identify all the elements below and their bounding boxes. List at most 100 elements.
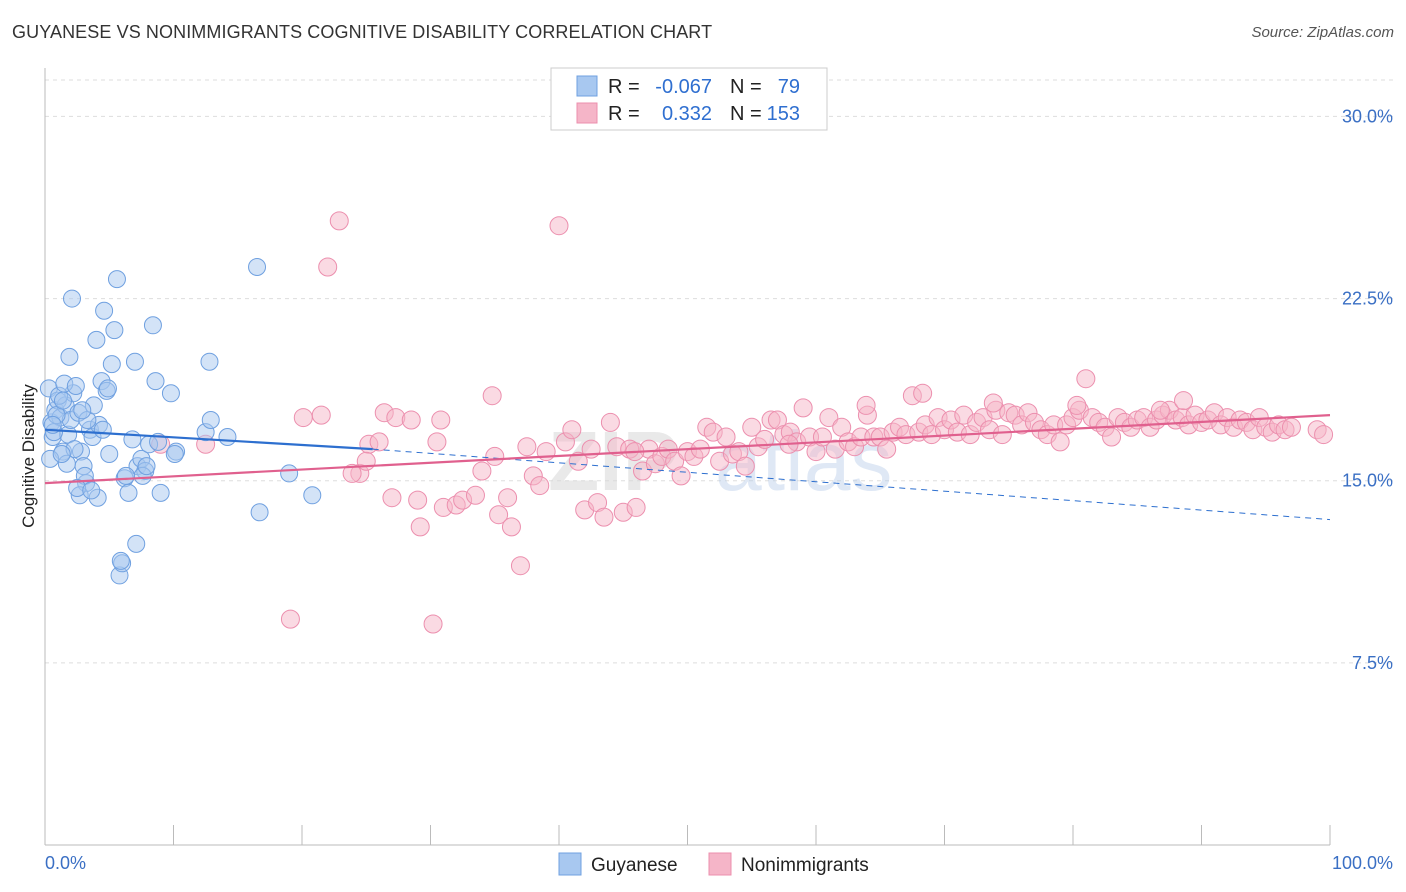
legend-n-label-1: N = xyxy=(730,76,762,98)
guyanese-point xyxy=(127,534,146,553)
guyanese-point xyxy=(218,428,237,446)
nonimmigrants-point xyxy=(626,497,646,517)
legend-n-value-1: 79 xyxy=(778,76,800,98)
x-tick-labels: 0.0% 100.0% xyxy=(45,853,1393,873)
legend-n-label-2: N = xyxy=(730,103,762,125)
guyanese-point xyxy=(146,372,165,391)
nonimmigrants-point xyxy=(594,507,614,527)
guyanese-point xyxy=(98,379,117,398)
legend-n-value-2: 153 xyxy=(767,103,800,125)
nonimmigrants-point xyxy=(510,556,530,576)
nonimmigrants-point xyxy=(716,427,736,447)
legend-r-value-2: 0.332 xyxy=(662,103,712,125)
bottom-legend-nonimmigrants: Nonimmigrants xyxy=(741,855,869,876)
nonimmigrants-point xyxy=(472,461,492,481)
guyanese-point xyxy=(107,270,126,289)
x-tick-label-min: 0.0% xyxy=(45,853,86,873)
guyanese-point xyxy=(116,466,135,485)
nonimmigrants-point xyxy=(311,405,331,425)
guyanese-points xyxy=(39,258,322,585)
guyanese-point xyxy=(151,483,170,502)
nonimmigrants-point xyxy=(1076,369,1096,389)
guyanese-point xyxy=(111,551,130,570)
guyanese-point xyxy=(53,391,72,410)
legend-r-label-2: R = xyxy=(608,103,640,125)
nonimmigrants-point xyxy=(498,488,518,508)
guyanese-point xyxy=(66,377,85,395)
guyanese-point xyxy=(280,464,299,483)
nonimmigrants-point xyxy=(549,216,569,236)
nonimmigrants-point xyxy=(735,456,755,476)
guyanese-point xyxy=(250,503,269,522)
bottom-legend-guyanese: Guyanese xyxy=(591,855,678,876)
source-label: Source: ZipAtlas.com xyxy=(1251,24,1394,41)
guyanese-point xyxy=(82,481,101,500)
nonimmigrants-point xyxy=(318,257,338,277)
nonimmigrants-point xyxy=(1150,400,1170,420)
nonimmigrants-point xyxy=(793,398,813,418)
guyanese-point xyxy=(125,352,144,371)
nonimmigrants-point xyxy=(280,609,300,629)
nonimmigrants-point xyxy=(568,451,588,471)
nonimmigrants-point xyxy=(501,517,521,537)
nonimmigrants-point xyxy=(742,417,762,437)
nonimmigrants-point xyxy=(465,485,485,505)
guyanese-point xyxy=(303,486,322,505)
guyanese-trend-extension xyxy=(372,448,1331,521)
correlation-legend: R = -0.067 N = 79 R = 0.332 N = 153 xyxy=(550,67,828,131)
nonimmigrants-point xyxy=(600,412,620,432)
guyanese-point xyxy=(95,301,114,320)
y-tick-label: 22.5% xyxy=(1342,289,1393,309)
guyanese-point xyxy=(248,258,267,276)
guyanese-point xyxy=(73,401,92,420)
nonimmigrants-point xyxy=(562,420,582,440)
guyanese-point xyxy=(102,355,121,374)
bottom-swatch-nonimmigrants xyxy=(708,852,732,876)
legend-swatch-guyanese xyxy=(576,75,598,97)
guyanese-point xyxy=(165,445,184,463)
series-legend: Guyanese Nonimmigrants xyxy=(558,852,869,876)
nonimmigrants-point xyxy=(482,386,502,406)
trend-lines xyxy=(44,414,1331,521)
nonimmigrants-point xyxy=(856,395,876,415)
nonimmigrants-point xyxy=(1067,395,1087,415)
legend-swatch-nonimmigrants xyxy=(576,102,598,124)
nonimmigrants-point xyxy=(1174,391,1194,411)
guyanese-point xyxy=(200,352,219,371)
legend-r-label-1: R = xyxy=(608,76,640,98)
nonimmigrants-point xyxy=(983,393,1003,413)
guyanese-point xyxy=(119,483,138,502)
nonimmigrants-point xyxy=(410,517,430,537)
x-tick-label-max: 100.0% xyxy=(1332,853,1393,873)
guyanese-point xyxy=(100,445,119,463)
nonimmigrants-trend-line xyxy=(44,414,1331,485)
nonimmigrants-point xyxy=(1281,417,1301,437)
nonimmigrants-point xyxy=(356,451,376,471)
guyanese-point xyxy=(87,330,106,349)
y-axis-title: Cognitive Disability xyxy=(19,384,38,528)
nonimmigrants-point xyxy=(517,437,537,457)
chart-title: GUYANESE VS NONIMMIGRANTS COGNITIVE DISA… xyxy=(12,22,713,42)
guyanese-trend-line xyxy=(44,428,373,451)
nonimmigrants-point xyxy=(913,383,933,403)
guyanese-point xyxy=(52,445,71,463)
nonimmigrants-point xyxy=(877,439,897,459)
nonimmigrants-point xyxy=(819,408,839,428)
nonimmigrants-point xyxy=(382,488,402,508)
y-tick-label: 7.5% xyxy=(1352,653,1393,673)
y-tick-label: 30.0% xyxy=(1342,106,1393,126)
legend-r-value-1: -0.067 xyxy=(655,76,712,98)
guyanese-point xyxy=(161,384,180,403)
y-tick-labels: 7.5% 15.0% 22.5% 30.0% xyxy=(1342,106,1393,672)
nonimmigrants-point xyxy=(1314,425,1334,445)
nonimmigrants-point xyxy=(427,432,447,452)
nonimmigrants-point xyxy=(408,490,428,510)
guyanese-point xyxy=(137,457,156,476)
guyanese-point xyxy=(60,347,79,366)
nonimmigrants-point xyxy=(485,446,505,466)
nonimmigrants-point xyxy=(671,466,691,486)
guyanese-point xyxy=(105,321,124,340)
guyanese-point xyxy=(93,420,112,439)
nonimmigrants-point xyxy=(342,463,362,483)
